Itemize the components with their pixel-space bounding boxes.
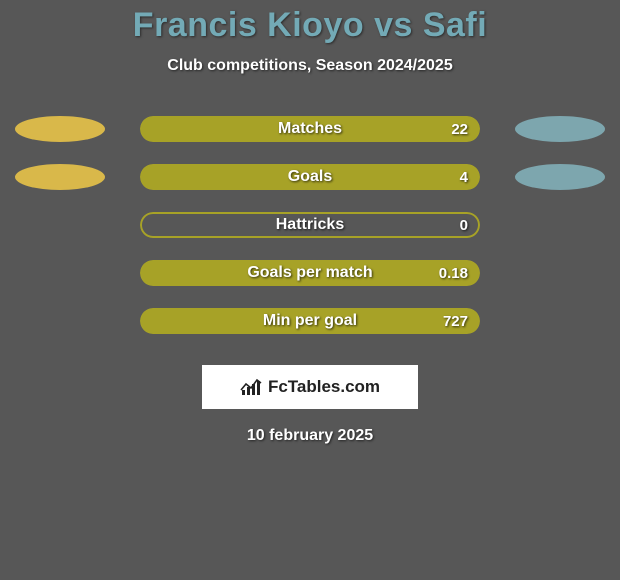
logo-text: FcTables.com — [268, 377, 380, 397]
stat-label: Goals per match — [140, 264, 480, 282]
stat-value: 0.18 — [439, 265, 468, 282]
right-pill — [515, 116, 605, 142]
stats-area: Matches 22 Goals 4 Hattricks 0 — [0, 115, 620, 355]
stat-bar: Hattricks 0 — [140, 212, 480, 238]
left-pill — [15, 116, 105, 142]
right-pill — [515, 164, 605, 190]
stat-row: Goals per match 0.18 — [0, 259, 620, 287]
stat-row: Matches 22 — [0, 115, 620, 143]
stat-bar: Goals 4 — [140, 164, 480, 190]
bar-chart-icon — [240, 378, 262, 396]
date-text: 10 february 2025 — [247, 427, 373, 445]
stat-row: Min per goal 727 — [0, 307, 620, 335]
stat-value: 727 — [443, 313, 468, 330]
stat-label: Goals — [140, 168, 480, 186]
stat-row: Goals 4 — [0, 163, 620, 191]
infographic-root: Francis Kioyo vs Safi Club competitions,… — [0, 0, 620, 580]
stat-value: 0 — [460, 217, 468, 234]
page-title: Francis Kioyo vs Safi — [133, 6, 487, 45]
stat-value: 22 — [451, 121, 468, 138]
stat-bar: Matches 22 — [140, 116, 480, 142]
stat-label: Min per goal — [140, 312, 480, 330]
stat-bar: Min per goal 727 — [140, 308, 480, 334]
logo-box: FcTables.com — [202, 365, 418, 409]
logo: FcTables.com — [240, 377, 380, 397]
stat-label: Hattricks — [140, 216, 480, 234]
page-subtitle: Club competitions, Season 2024/2025 — [167, 57, 452, 75]
stat-row: Hattricks 0 — [0, 211, 620, 239]
stat-value: 4 — [460, 169, 468, 186]
left-pill — [15, 164, 105, 190]
stat-bar: Goals per match 0.18 — [140, 260, 480, 286]
stat-label: Matches — [140, 120, 480, 138]
